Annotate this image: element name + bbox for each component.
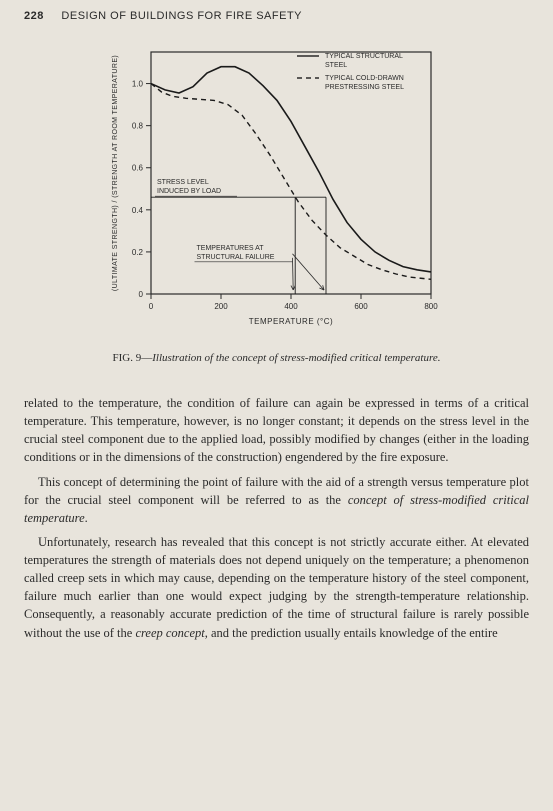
svg-text:STRUCTURAL FAILURE: STRUCTURAL FAILURE [196, 254, 274, 261]
caption-prefix: FIG. 9— [113, 352, 153, 364]
svg-text:1.0: 1.0 [131, 80, 143, 89]
page-header: 228 DESIGN OF BUILDINGS FOR FIRE SAFETY [24, 10, 529, 22]
figure-caption: FIG. 9—Illustration of the concept of st… [24, 352, 529, 364]
svg-text:TYPICAL STRUCTURAL: TYPICAL STRUCTURAL [325, 53, 403, 60]
paragraph-2: This concept of determining the point of… [24, 473, 529, 527]
svg-text:400: 400 [284, 302, 298, 311]
svg-text:0: 0 [138, 290, 143, 299]
svg-text:200: 200 [214, 302, 228, 311]
svg-text:0: 0 [148, 302, 153, 311]
svg-text:PRESTRESSING STEEL: PRESTRESSING STEEL [325, 84, 404, 91]
chart-container: 0 200 400 600 800 TEMPERATURE (°C) 0 0.2 0.4 0.6 0… [24, 34, 529, 344]
strength-temperature-chart: 0 200 400 600 800 TEMPERATURE (°C) 0 0.2 0.4 0.6 0… [97, 34, 457, 344]
svg-text:TEMPERATURES AT: TEMPERATURES AT [196, 245, 264, 252]
paragraph-1: related to the temperature, the conditio… [24, 394, 529, 467]
paragraph-3: Unfortunately, research has revealed tha… [24, 533, 529, 642]
page-number: 228 [24, 10, 44, 22]
caption-text: Illustration of the concept of stress-mo… [152, 352, 440, 364]
svg-text:TYPICAL COLD-DRAWN: TYPICAL COLD-DRAWN [325, 75, 404, 82]
svg-text:STRESS LEVEL: STRESS LEVEL [157, 179, 209, 186]
svg-text:600: 600 [354, 302, 368, 311]
svg-text:TEMPERATURE (°C): TEMPERATURE (°C) [248, 317, 332, 326]
svg-text:0.4: 0.4 [131, 206, 143, 215]
body-text: related to the temperature, the conditio… [24, 394, 529, 642]
svg-text:INDUCED BY LOAD: INDUCED BY LOAD [157, 188, 221, 195]
svg-text:800: 800 [424, 302, 438, 311]
svg-text:0.2: 0.2 [131, 248, 143, 257]
svg-text:0.8: 0.8 [131, 122, 143, 131]
svg-text:0.6: 0.6 [131, 164, 143, 173]
running-title: DESIGN OF BUILDINGS FOR FIRE SAFETY [61, 10, 302, 22]
svg-text:(ULTIMATE STRENGTH) / (STRENGT: (ULTIMATE STRENGTH) / (STRENGTH AT ROOM … [112, 55, 119, 291]
svg-text:STEEL: STEEL [325, 62, 347, 69]
